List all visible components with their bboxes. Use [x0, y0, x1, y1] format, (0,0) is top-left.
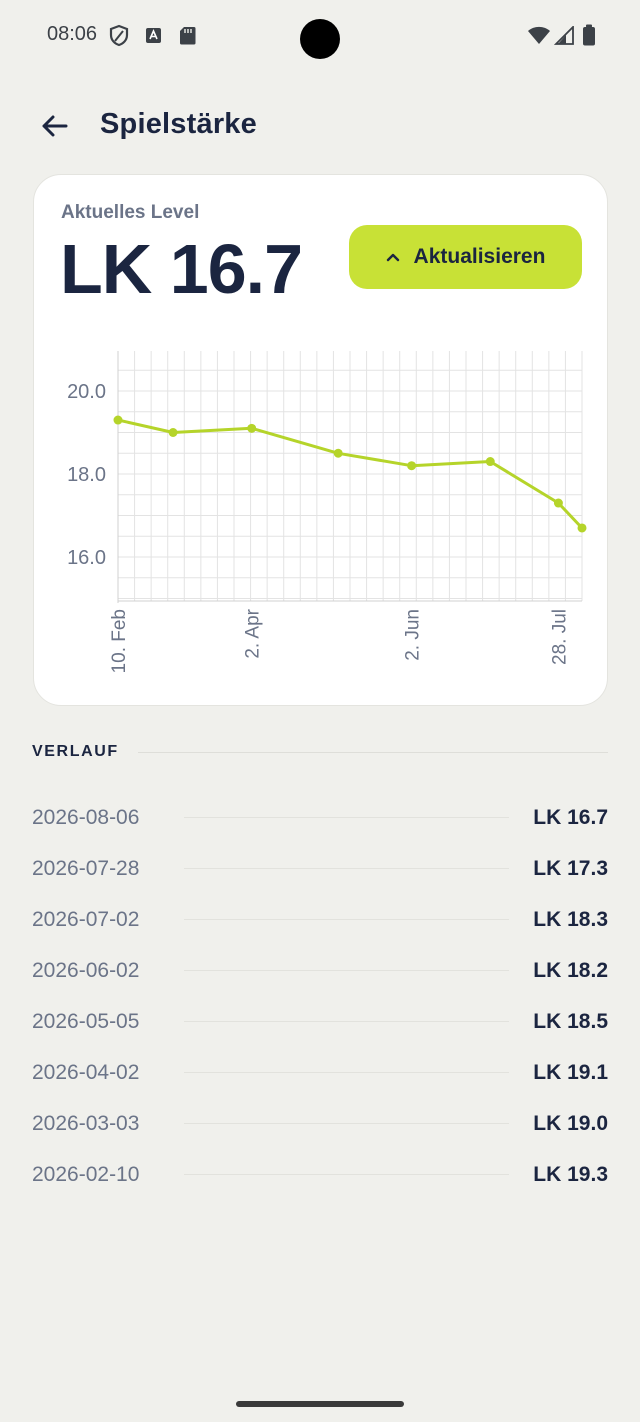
series-line [117, 418, 584, 530]
history-date: 2026-07-28 [32, 856, 140, 880]
sd-card-icon [180, 27, 196, 45]
history-date: 2026-05-05 [32, 1009, 140, 1033]
update-button-label: Aktualisieren [413, 245, 546, 268]
history-row: 2026-07-28 LK 17.3 [32, 843, 608, 894]
status-bar: 08:06 [0, 0, 640, 76]
front-camera [300, 19, 340, 59]
history-value: LK 18.3 [533, 907, 608, 931]
history-value: LK 19.1 [533, 1060, 608, 1084]
history-value: LK 19.3 [533, 1162, 608, 1186]
data-point [333, 448, 343, 458]
history-row-divider [184, 1123, 510, 1124]
history-value: LK 19.0 [533, 1111, 608, 1135]
history-date: 2026-02-10 [32, 1162, 140, 1186]
back-button[interactable] [34, 106, 74, 146]
history-date: 2026-07-02 [32, 907, 140, 931]
x-tick-label: 28. Jul [549, 609, 570, 665]
current-level-value: LK 16.7 [60, 230, 303, 308]
keyboard-a-icon [146, 28, 161, 43]
level-chart: 20.0 18.0 16.0 10. Feb 2. Apr 2. Jun 28. Jul [67, 351, 587, 673]
history-value: LK 18.2 [533, 958, 608, 982]
history-row-divider [184, 1021, 510, 1022]
data-point [485, 457, 495, 467]
history-row-divider [184, 868, 510, 869]
cellular-signal-icon [554, 26, 574, 45]
page-title: Spielstärke [100, 108, 257, 140]
history-row-divider [184, 1072, 510, 1073]
history-row: 2026-02-10 LK 19.3 [32, 1149, 608, 1200]
data-point [577, 523, 587, 533]
data-point [553, 498, 563, 508]
history-row-divider [184, 1174, 510, 1175]
history-row: 2026-04-02 LK 19.1 [32, 1047, 608, 1098]
y-tick-label: 18.0 [67, 464, 106, 486]
update-button[interactable]: Aktualisieren [349, 225, 582, 289]
y-tick-label: 16.0 [67, 547, 106, 569]
history-value: LK 16.7 [533, 805, 608, 829]
history-row: 2026-03-03 LK 19.0 [32, 1098, 608, 1149]
history-value: LK 18.5 [533, 1009, 608, 1033]
history-date: 2026-08-06 [32, 805, 140, 829]
chevron-up-icon [386, 253, 399, 262]
history-row: 2026-07-02 LK 18.3 [32, 894, 608, 945]
x-tick-label: 10. Feb [109, 609, 130, 673]
history-date: 2026-04-02 [32, 1060, 140, 1084]
current-level-label: Aktuelles Level [61, 202, 200, 223]
home-indicator[interactable] [236, 1401, 404, 1407]
status-time: 08:06 [47, 23, 98, 45]
history-value: LK 17.3 [533, 856, 608, 880]
history-row-divider [184, 817, 510, 818]
history-row: 2026-08-06 LK 16.7 [32, 792, 608, 843]
history-date: 2026-03-03 [32, 1111, 140, 1135]
x-tick-label: 2. Apr [243, 608, 264, 658]
data-point [168, 428, 178, 437]
y-tick-label: 20.0 [67, 381, 106, 403]
current-level-card: Aktuelles Level LK 16.7 Aktualisieren 20… [33, 174, 608, 706]
history-row-divider [184, 970, 510, 971]
battery-icon [583, 24, 595, 46]
history-row: 2026-06-02 LK 18.2 [32, 945, 608, 996]
x-tick-label: 2. Jun [403, 609, 424, 661]
history-date: 2026-06-02 [32, 958, 140, 982]
data-point [113, 415, 123, 425]
data-point [247, 423, 257, 433]
shield-icon [109, 24, 129, 47]
data-point [407, 461, 417, 471]
wifi-icon [528, 26, 550, 44]
history-row: 2026-05-05 LK 18.5 [32, 996, 608, 1047]
history-list: 2026-08-06 LK 16.7 2026-07-28 LK 17.3 2026-0… [32, 792, 608, 1200]
arrow-left-icon [42, 115, 68, 137]
history-heading-divider [138, 752, 608, 753]
history-row-divider [184, 919, 510, 920]
history-heading: VERLAUF [32, 743, 119, 760]
